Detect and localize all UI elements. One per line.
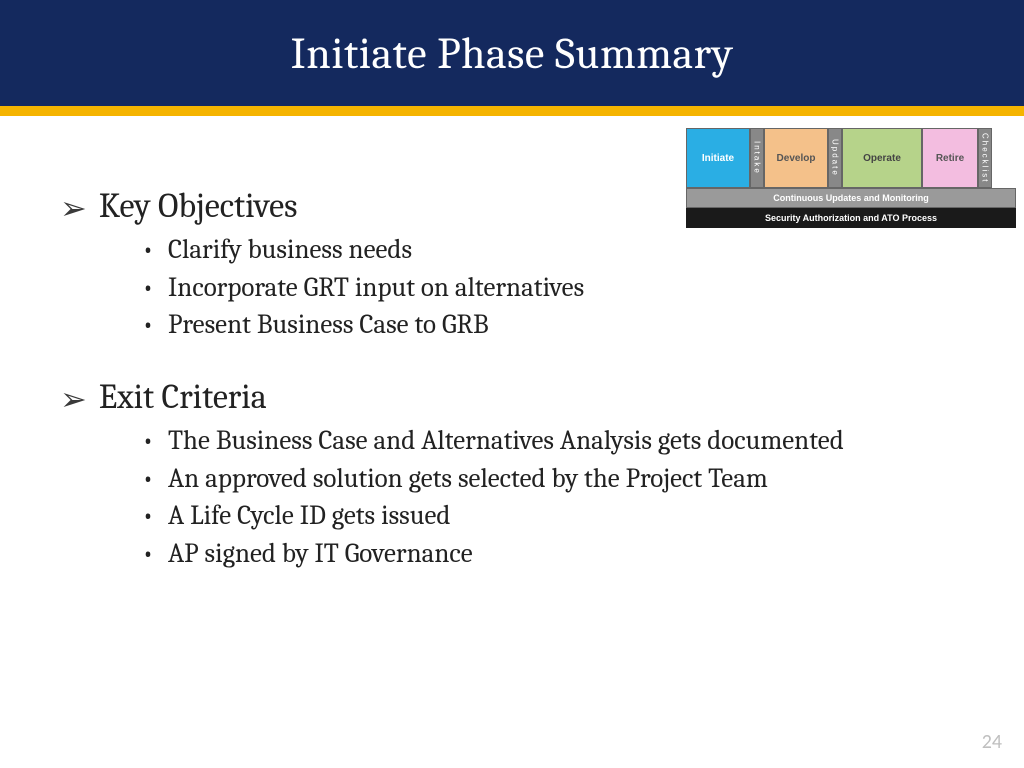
- slide: Initiate Phase Summary Initiate Intake D…: [0, 0, 1024, 768]
- bullet-item: An approved solution gets selected by th…: [168, 461, 880, 497]
- header-bar: Initiate Phase Summary: [0, 0, 1024, 106]
- slide-header: Initiate Phase Summary: [0, 0, 1024, 116]
- bullet-list: The Business Case and Alternatives Analy…: [168, 423, 880, 572]
- slide-body: ➢ Key Objectives Clarify business needs …: [60, 186, 880, 605]
- chevron-icon: ➢: [60, 193, 87, 225]
- phase-checklist-label: Checklist: [978, 128, 992, 188]
- bullet-item: The Business Case and Alternatives Analy…: [168, 423, 880, 459]
- bullet-item: Present Business Case to GRB: [168, 307, 880, 343]
- slide-title: Initiate Phase Summary: [291, 28, 734, 79]
- phase-develop: Develop: [764, 128, 828, 188]
- bullet-list: Clarify business needs Incorporate GRT i…: [168, 232, 880, 343]
- section-title: Exit Criteria: [99, 377, 267, 417]
- bullet-item: A Life Cycle ID gets issued: [168, 498, 880, 534]
- bullet-item: AP signed by IT Governance: [168, 536, 880, 572]
- phase-row: Initiate Intake Develop Update Operate R…: [686, 128, 1016, 188]
- bullet-item: Incorporate GRT input on alternatives: [168, 270, 880, 306]
- bullet-item: Clarify business needs: [168, 232, 880, 268]
- phase-update-label: Update: [828, 128, 842, 188]
- section-exit-criteria: ➢ Exit Criteria The Business Case and Al…: [60, 377, 880, 572]
- phase-initiate: Initiate: [686, 128, 750, 188]
- phase-intake-label: Intake: [750, 128, 764, 188]
- section-key-objectives: ➢ Key Objectives Clarify business needs …: [60, 186, 880, 343]
- phase-operate: Operate: [842, 128, 922, 188]
- section-heading: ➢ Exit Criteria: [60, 377, 880, 417]
- page-number: 24: [982, 730, 1002, 754]
- section-heading: ➢ Key Objectives: [60, 186, 880, 226]
- chevron-icon: ➢: [60, 384, 87, 416]
- phase-retire: Retire: [922, 128, 978, 188]
- section-title: Key Objectives: [99, 186, 298, 226]
- header-stripe: [0, 106, 1024, 116]
